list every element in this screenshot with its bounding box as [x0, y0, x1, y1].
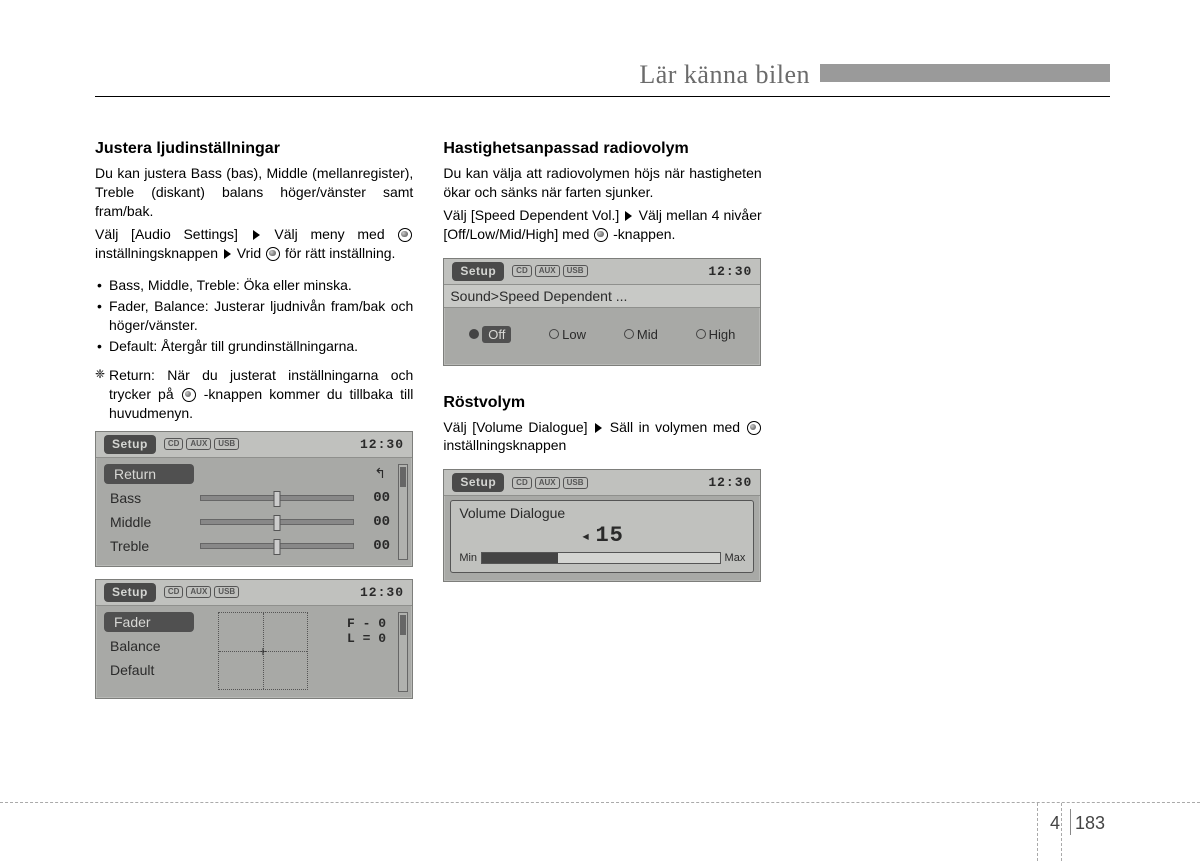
lcd-radio-low: Low [549, 326, 586, 343]
lcd-fb-values: F - 0 L = 0 [347, 616, 386, 646]
para-speed-intro: Du kan välja att radiovolymen höjs när h… [443, 164, 761, 202]
lcd-tag: USB [214, 586, 239, 598]
bullet-item: Fader, Balance: Justerar ljudnivån fram/… [95, 297, 413, 335]
knob-icon [398, 228, 412, 242]
lcd-vol-title: Volume Dialogue [459, 505, 745, 521]
lcd-tag: CD [164, 438, 184, 450]
lcd-breadcrumb: Sound>Speed Dependent ... [444, 285, 760, 308]
para-instructions: Välj [Audio Settings] Välj meny med inst… [95, 225, 413, 263]
lcd-clock: 12:30 [708, 264, 752, 279]
lcd-vol-bar [481, 552, 720, 564]
lcd-row-treble: Treble 00 [104, 534, 390, 558]
lcd-tag: CD [512, 265, 532, 277]
para-intro: Du kan justera Bass (bas), Middle (mella… [95, 164, 413, 221]
arrow-icon [253, 230, 260, 240]
lcd-screenshot-voice: Setup CD AUX USB 12:30 Volume Dialogue 1… [443, 469, 761, 582]
lcd-setup-badge: Setup [104, 583, 156, 602]
lcd-scrollbar [398, 464, 408, 560]
header-rule [95, 96, 1110, 97]
lcd-tag: AUX [535, 477, 560, 489]
page-footer: 4183 [1050, 809, 1105, 835]
page-title: Lär känna bilen [95, 60, 1110, 90]
lcd-vol-max: Max [725, 552, 746, 564]
heading-speed-vol: Hastighetsanpassad radiovolym [443, 140, 761, 158]
lcd-tag: AUX [535, 265, 560, 277]
lcd-clock: 12:30 [360, 437, 404, 452]
crop-mark-h [0, 802, 1200, 803]
lcd-tag: USB [563, 265, 588, 277]
lcd-tag: CD [512, 477, 532, 489]
column-1: Justera ljudinställningar Du kan justera… [95, 140, 413, 711]
knob-icon [747, 421, 761, 435]
lcd-screenshot-speed: Setup CD AUX USB 12:30 Sound>Speed Depen… [443, 258, 761, 366]
lcd-tag: AUX [186, 586, 211, 598]
knob-icon [594, 228, 608, 242]
arrow-icon [595, 423, 602, 433]
lcd-xy-grid: + [218, 612, 308, 690]
knob-icon [266, 247, 280, 261]
lcd-screenshot-fader: Setup CD AUX USB 12:30 Fader Balance [95, 579, 413, 699]
lcd-vol-value: 15 [459, 523, 745, 548]
lcd-tag: CD [164, 586, 184, 598]
lcd-tag: USB [563, 477, 588, 489]
arrow-icon [224, 249, 231, 259]
lcd-radio-high: High [696, 326, 736, 343]
bullet-item: Bass, Middle, Treble: Öka eller minska. [95, 276, 413, 295]
lcd-radio-off: Off [469, 326, 511, 343]
lcd-tag: USB [214, 438, 239, 450]
lcd-vol-min: Min [459, 552, 477, 564]
lcd-scrollbar [398, 612, 408, 692]
lcd-row-bass: Bass 00 [104, 486, 390, 510]
heading-voice-vol: Röstvolym [443, 394, 761, 412]
lcd-screenshot-eq: Setup CD AUX USB 12:30 Return ↰ Bass [95, 431, 413, 567]
lcd-setup-badge: Setup [452, 473, 504, 492]
crop-mark-v [1037, 803, 1038, 861]
column-3 [792, 140, 1110, 711]
bullet-list: Bass, Middle, Treble: Öka eller minska. … [95, 276, 413, 356]
lcd-setup-badge: Setup [452, 262, 504, 281]
lcd-radio-mid: Mid [624, 326, 658, 343]
column-2: Hastighetsanpassad radiovolym Du kan väl… [443, 140, 761, 711]
heading-audio-settings: Justera ljudinställningar [95, 140, 413, 158]
lcd-setup-badge: Setup [104, 435, 156, 454]
bullet-item: Default: Återgår till grundinställningar… [95, 337, 413, 356]
arrow-icon [625, 211, 632, 221]
lcd-clock: 12:30 [360, 585, 404, 600]
knob-icon [182, 388, 196, 402]
return-icon: ↰ [374, 465, 386, 482]
lcd-row-return: Return ↰ [104, 462, 390, 486]
para-voice-instr: Välj [Volume Dialogue] Säll in volymen m… [443, 418, 761, 456]
lcd-tag: AUX [186, 438, 211, 450]
lcd-row-middle: Middle 00 [104, 510, 390, 534]
note-return: Return: När du justerat inställningarna … [95, 366, 413, 423]
lcd-clock: 12:30 [708, 475, 752, 490]
para-speed-instr: Välj [Speed Dependent Vol.] Välj mellan … [443, 206, 761, 244]
